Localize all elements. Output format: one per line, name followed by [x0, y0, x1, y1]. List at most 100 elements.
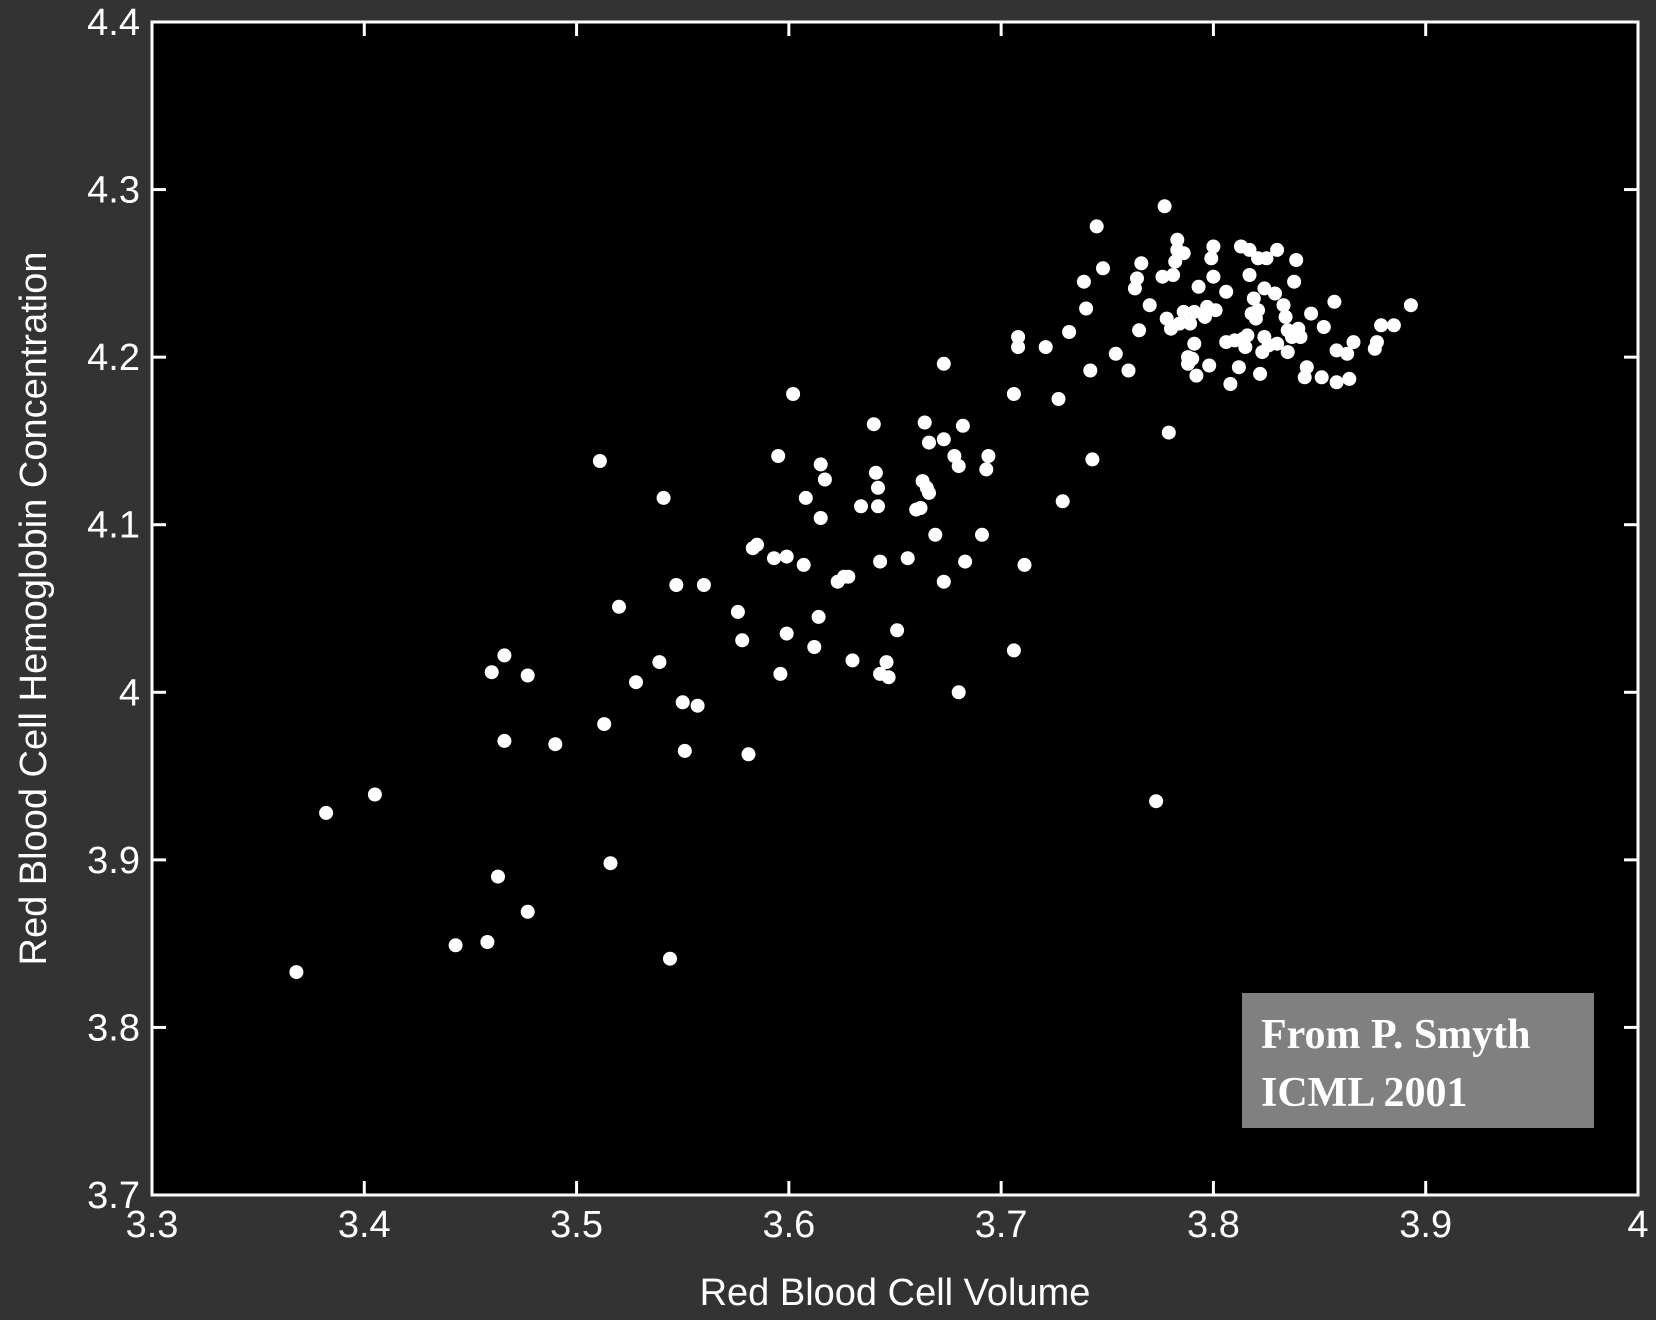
data-point [1257, 281, 1272, 296]
data-point [520, 668, 535, 683]
data-point [871, 480, 885, 495]
data-point [1149, 794, 1164, 809]
data-point [1155, 269, 1170, 284]
data-point [922, 485, 936, 500]
data-point [917, 415, 932, 430]
data-point [767, 551, 781, 566]
data-point [1340, 346, 1355, 361]
data-point [841, 569, 856, 584]
data-point [1329, 375, 1344, 390]
data-point [873, 554, 888, 569]
data-point [1240, 328, 1255, 343]
data-point [741, 747, 756, 762]
data-point [1051, 392, 1066, 406]
data-point [1017, 557, 1032, 572]
data-point [1369, 335, 1384, 350]
data-point [922, 435, 936, 450]
data-point [871, 499, 885, 514]
x-tick-label: 3.5 [550, 1204, 603, 1246]
x-tick-label: 3.6 [762, 1204, 815, 1246]
data-point [1270, 336, 1285, 351]
data-point [592, 454, 607, 468]
y-tick-label: 4.4 [87, 2, 140, 44]
data-point [771, 449, 786, 463]
tick-marks [150, 20, 1640, 1197]
data-point [936, 356, 951, 371]
data-point [1268, 286, 1282, 301]
data-point [1219, 284, 1234, 299]
data-point [497, 733, 512, 748]
y-tick-label: 4.2 [87, 337, 140, 379]
annotation-line-1: From P. Smyth [1261, 1012, 1531, 1058]
data-point [656, 490, 671, 505]
data-point [1242, 242, 1257, 257]
data-point [1238, 340, 1253, 355]
y-tick-label: 4 [119, 672, 140, 714]
data-point [1183, 316, 1198, 331]
data-point [807, 640, 822, 654]
data-point [1253, 366, 1268, 381]
data-point [1251, 303, 1265, 318]
data-point [796, 557, 811, 572]
y-tick-labels: 3.7 3.8 3.9 4 4.1 4.2 4.3 4.4 [87, 2, 140, 1217]
data-point [735, 633, 750, 648]
annotation-line-2: ICML 2001 [1261, 1070, 1468, 1116]
data-point [890, 623, 905, 638]
data-point [773, 666, 788, 681]
data-point [1316, 320, 1331, 334]
data-point [798, 490, 813, 505]
data-point [1055, 494, 1070, 509]
data-point [936, 574, 951, 589]
data-point [1202, 358, 1217, 373]
data-point [289, 965, 304, 980]
y-axis-title: Red Blood Cell Hemoglobin Concentration [13, 252, 55, 966]
data-point [1006, 643, 1021, 658]
data-point [1038, 340, 1053, 355]
data-point [1157, 199, 1172, 214]
data-point [879, 655, 894, 670]
data-point [1185, 351, 1200, 366]
data-point [913, 501, 928, 515]
data-point [750, 537, 764, 552]
data-point [1062, 325, 1077, 339]
data-point [1327, 294, 1342, 309]
data-point [955, 418, 970, 433]
data-point [1079, 301, 1094, 316]
data-point [1168, 254, 1183, 269]
data-point [1329, 343, 1344, 358]
y-tick-label: 3.8 [87, 1007, 140, 1049]
data-point [629, 675, 643, 690]
data-point [1076, 274, 1091, 289]
data-point [484, 665, 499, 680]
data-point [951, 459, 966, 474]
data-point [817, 472, 832, 487]
data-point [1170, 232, 1185, 247]
data-point [1342, 371, 1357, 386]
data-point [813, 511, 828, 525]
data-point [1276, 298, 1291, 313]
data-point [868, 465, 883, 480]
data-point [1246, 291, 1261, 306]
data-point [1403, 298, 1418, 313]
y-tick-label: 4.1 [87, 505, 140, 547]
data-point [690, 698, 705, 713]
data-point [612, 599, 626, 614]
data-point [975, 527, 989, 542]
x-tick-labels: 3.3 3.4 3.5 3.6 3.7 3.8 3.9 4 [126, 1204, 1649, 1246]
y-tick-label: 4.3 [87, 170, 140, 212]
data-point [677, 743, 692, 758]
data-point [1242, 268, 1257, 282]
data-point [1287, 274, 1302, 289]
x-tick-label: 3.4 [338, 1204, 391, 1246]
data-point [520, 904, 535, 919]
data-point [779, 549, 794, 564]
data-point [1374, 318, 1389, 333]
data-point [1108, 346, 1123, 361]
x-tick-label: 3.8 [1187, 1204, 1240, 1246]
data-point [669, 578, 684, 592]
data-point [1172, 316, 1187, 331]
data-point [1187, 304, 1202, 319]
data-point [1121, 363, 1136, 378]
data-point [779, 626, 794, 641]
data-point [1011, 340, 1026, 355]
